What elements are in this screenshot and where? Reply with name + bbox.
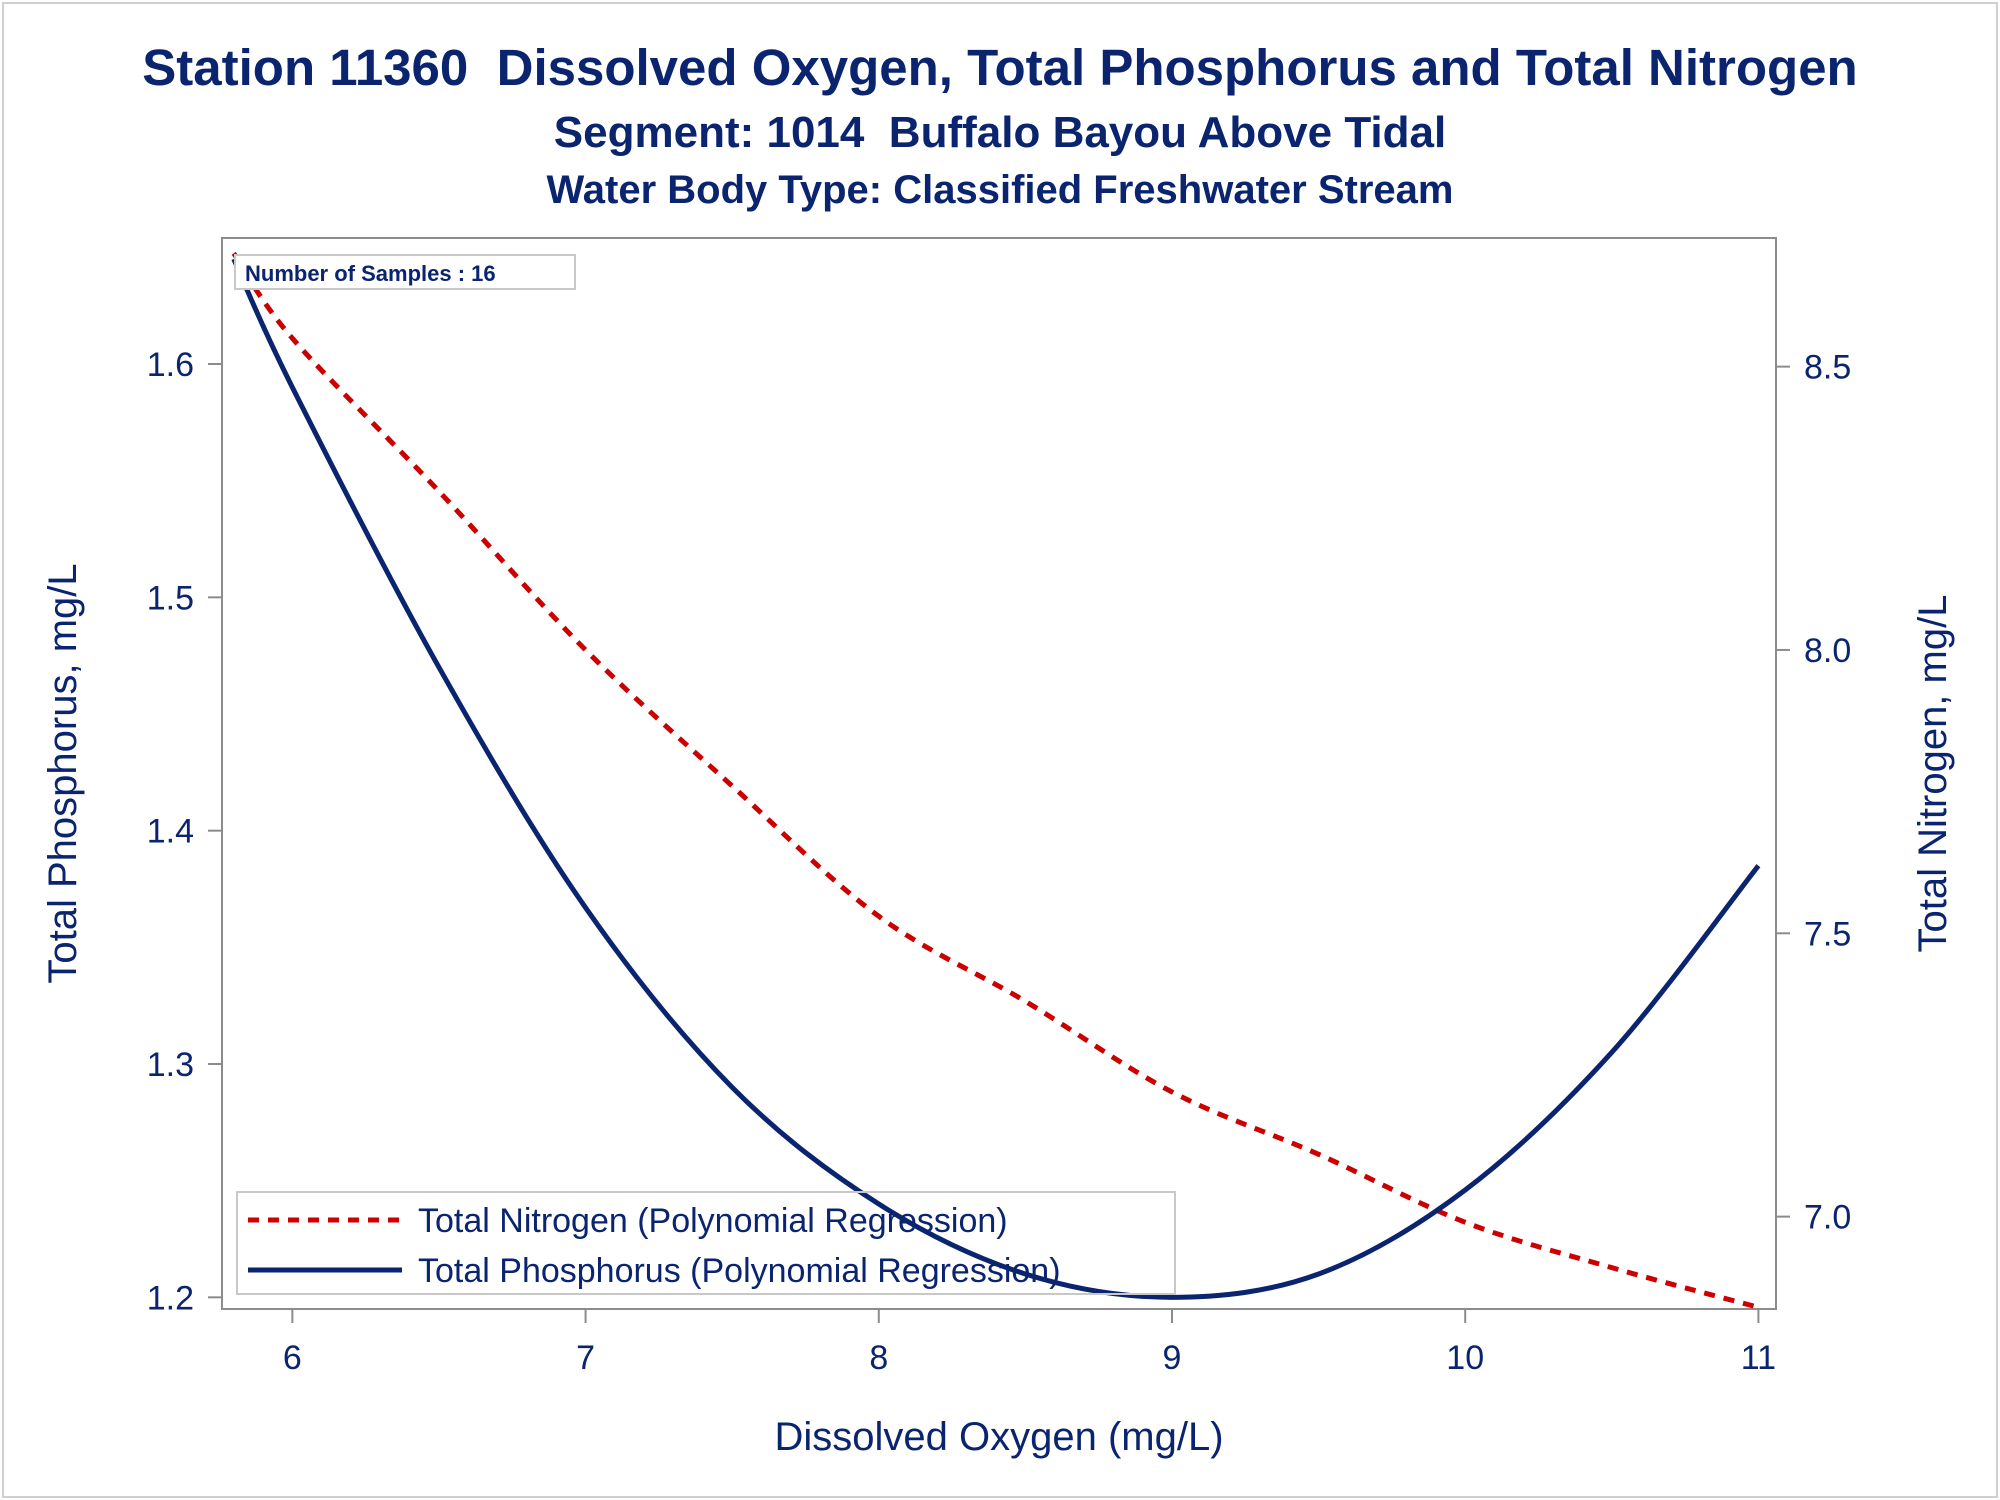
sample-count-border	[234, 254, 576, 290]
x-tick-label: 7	[576, 1339, 595, 1377]
x-axis: 6 7 8 9 10 11	[283, 1309, 1776, 1377]
sample-count-box: Number of Samples : 16	[234, 254, 576, 290]
x-tick-label: 6	[283, 1339, 302, 1377]
y2-tick-label: 8.5	[1804, 349, 1851, 387]
y-axis-left-label: Total Phosphorus, mg/L	[41, 563, 85, 983]
sample-count-text: Number of Samples : 16	[245, 261, 496, 286]
y-axis-left: 1.2 1.3 1.4 1.5 1.6	[147, 346, 222, 1317]
chart-subtitle-water-body: Water Body Type: Classified Freshwater S…	[546, 168, 1454, 212]
series-line-total-phosphorus	[231, 257, 1761, 1300]
series-layer	[231, 251, 1761, 1310]
y-axis-right-label: Total Nitrogen, mg/L	[1911, 595, 1955, 953]
series-line-total-nitrogen	[231, 251, 1760, 1310]
x-axis-label: Dissolved Oxygen (mg/L)	[774, 1415, 1223, 1459]
y-tick-label: 1.5	[147, 579, 194, 617]
x-tick-label: 9	[1163, 1339, 1182, 1377]
x-tick-label: 11	[1741, 1339, 1776, 1377]
plot-area	[221, 237, 1777, 1310]
legend: Total Nitrogen (Polynomial Regression) To…	[236, 1191, 1176, 1295]
y-axis-right: 7.0 7.5 8.0 8.5	[1776, 349, 1851, 1237]
legend-border	[236, 1191, 1176, 1295]
y-tick-label: 1.4	[147, 813, 194, 851]
legend-label-total-phosphorus: Total Phosphorus (Polynomial Regression)	[418, 1252, 1061, 1290]
y-tick-label: 1.3	[147, 1046, 194, 1084]
legend-label-total-nitrogen: Total Nitrogen (Polynomial Regression)	[418, 1202, 1008, 1240]
y2-tick-label: 7.0	[1804, 1199, 1851, 1237]
x-tick-label: 10	[1446, 1339, 1484, 1377]
y2-tick-label: 8.0	[1804, 632, 1851, 670]
y-tick-label: 1.6	[147, 346, 194, 384]
chart-title: Station 11360 Dissolved Oxygen, Total Ph…	[142, 39, 1858, 96]
chart-subtitle-segment: Segment: 1014 Buffalo Bayou Above Tidal	[553, 108, 1447, 157]
y-tick-label: 1.2	[147, 1279, 194, 1317]
y2-tick-label: 7.5	[1804, 915, 1851, 953]
x-tick-label: 8	[869, 1339, 888, 1377]
